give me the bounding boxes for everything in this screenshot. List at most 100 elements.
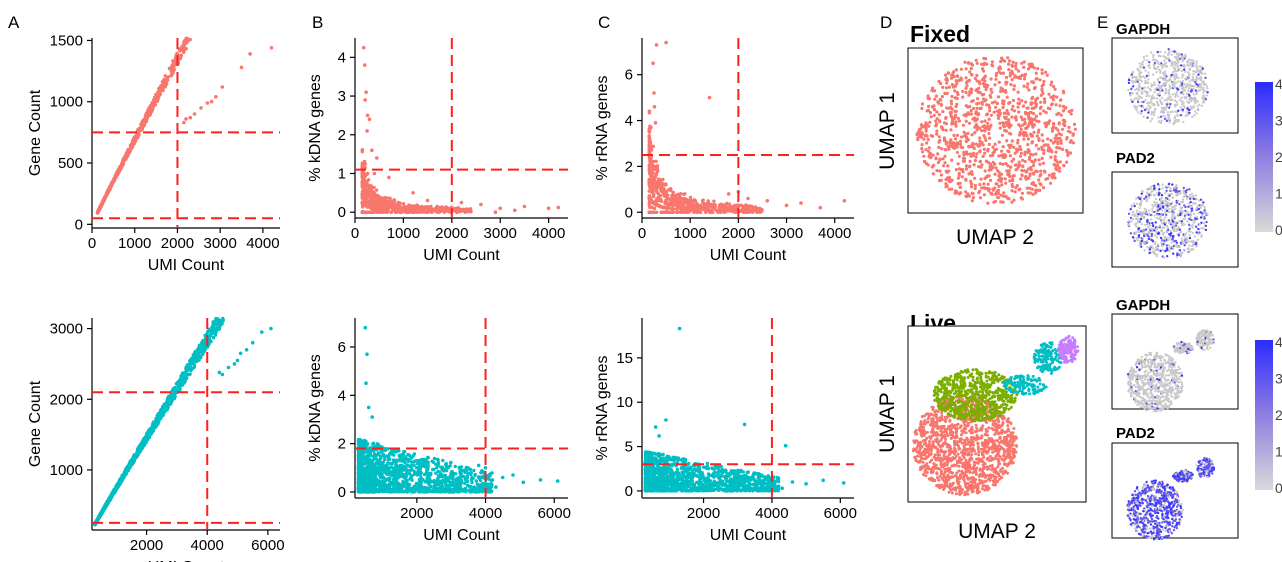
data-point [403, 480, 407, 485]
data-point [425, 210, 429, 214]
data-point [722, 203, 726, 207]
data-point [726, 206, 731, 210]
data-point [436, 464, 440, 468]
y-tick-label: 4 [338, 387, 346, 404]
data-point [177, 48, 182, 52]
data-point [493, 210, 498, 214]
data-point [676, 210, 680, 214]
data-point [479, 471, 483, 475]
data-point [465, 209, 470, 214]
data-point [381, 452, 386, 457]
data-point [372, 185, 376, 190]
data-point [248, 52, 252, 56]
data-point [360, 148, 364, 152]
data-point [168, 399, 172, 403]
data-point [365, 455, 369, 459]
data-point [440, 473, 444, 477]
data-point [378, 483, 382, 488]
data-point [380, 202, 384, 206]
data-point [469, 209, 473, 214]
data-point [239, 65, 244, 70]
data-point [842, 199, 847, 203]
data-point [651, 192, 656, 196]
data-point [402, 207, 407, 212]
data-point [398, 485, 403, 489]
data-point [188, 115, 193, 120]
data-point [394, 463, 398, 467]
data-point [213, 319, 218, 323]
data-point [192, 360, 196, 364]
data-point [179, 53, 183, 58]
data-point [546, 206, 551, 211]
data-point [126, 467, 130, 472]
y-tick-label: 3 [338, 88, 346, 105]
data-point [416, 471, 420, 475]
data-point [157, 414, 161, 419]
data-point [244, 348, 249, 352]
data-point [440, 484, 444, 488]
data-point [405, 457, 410, 461]
data-point [656, 195, 660, 200]
data-point [666, 210, 671, 214]
y-axis-label: % rRNA genes [594, 76, 611, 181]
data-points [647, 40, 847, 214]
data-point [100, 202, 104, 206]
x-tick-label: 1000 [118, 235, 151, 252]
data-point [513, 208, 517, 213]
data-point [398, 472, 402, 476]
data-point [409, 489, 413, 493]
data-point [366, 194, 370, 199]
data-point [412, 463, 416, 467]
data-point [474, 479, 478, 483]
data-point [419, 475, 423, 480]
data-point [218, 318, 223, 323]
data-point [154, 93, 159, 97]
data-point [121, 473, 125, 478]
data-point [373, 479, 377, 483]
x-tick-label: 0 [88, 235, 96, 252]
data-point [124, 471, 128, 475]
data-point [407, 207, 411, 212]
y-tick-label: 1000 [50, 94, 83, 111]
data-point [669, 187, 673, 191]
data-point [152, 99, 156, 103]
data-point [468, 490, 472, 494]
data-point [432, 481, 437, 485]
data-point [146, 434, 151, 438]
data-point [369, 184, 373, 188]
data-point [172, 60, 176, 64]
data-point [818, 205, 823, 210]
x-tick-label: 2000 [161, 235, 194, 252]
y-tick-label: 0 [338, 484, 346, 501]
data-point [384, 470, 388, 474]
data-point [661, 210, 666, 214]
data-point [479, 489, 484, 493]
data-point [425, 476, 429, 480]
data-point [652, 166, 656, 171]
data-point [657, 184, 661, 188]
data-point [730, 206, 734, 210]
data-point [376, 489, 380, 493]
data-point [129, 460, 134, 465]
data-point [398, 459, 402, 463]
data-point [453, 472, 458, 476]
data-point [392, 198, 397, 203]
data-point [438, 205, 442, 210]
data-point [396, 467, 400, 471]
x-axis-label: UMI Count [423, 527, 500, 544]
data-point [651, 200, 655, 205]
data-point [133, 453, 138, 457]
data-point [187, 372, 191, 377]
data-point [220, 85, 225, 89]
data-point [370, 483, 375, 487]
data-point [754, 209, 759, 213]
data-point [374, 210, 379, 214]
data-point [163, 407, 167, 412]
data-point [384, 210, 388, 214]
data-point [172, 64, 176, 68]
data-point [368, 201, 373, 206]
data-point [430, 209, 434, 213]
data-point [654, 189, 658, 193]
